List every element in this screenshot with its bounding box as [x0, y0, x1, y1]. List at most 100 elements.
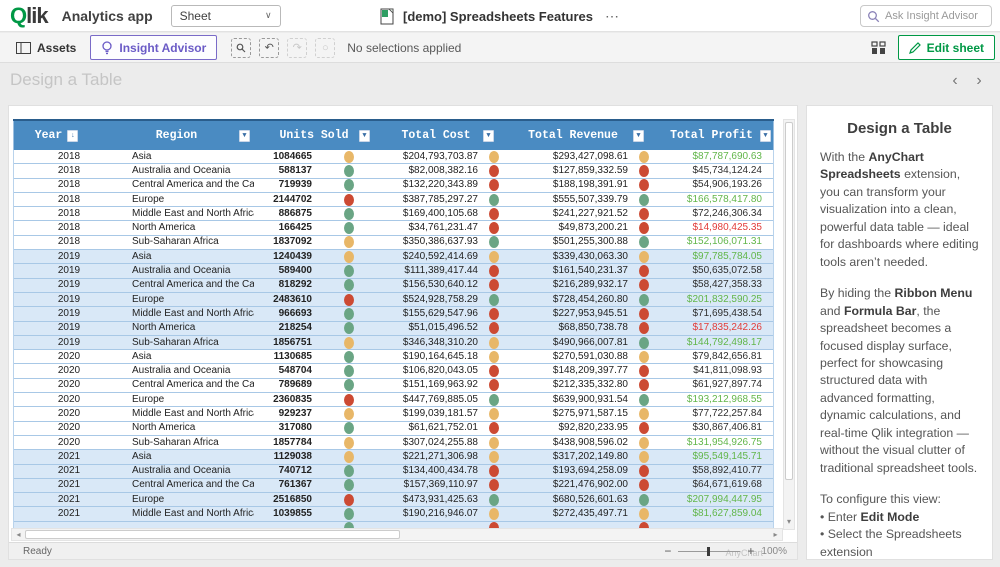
scroll-left-icon[interactable]: ◂: [16, 530, 21, 539]
kpi-dot: [635, 379, 653, 392]
cell-year: 2018: [57, 150, 81, 162]
cell-total-profit: $61,927,897.74: [692, 379, 762, 391]
column-header-total-revenue[interactable]: Total Revenue ▼: [498, 121, 648, 150]
search-input[interactable]: [885, 10, 985, 22]
table-row[interactable]: 2019 Central America and the Caribbean 818…: [14, 278, 773, 293]
cell-units-sold: 818292: [278, 279, 312, 291]
table-row[interactable]: 2018 Middle East and North Africa 886875 $1…: [14, 207, 773, 222]
cell-units-sold: 2144702: [273, 193, 312, 205]
cell-total-revenue: $221,476,902.00: [552, 479, 628, 491]
cell-total-cost: $82,008,382.16: [408, 164, 478, 176]
table-row[interactable]: 2021 Central America and the Caribbean 761…: [14, 478, 773, 494]
cell-year: 2021: [57, 465, 81, 477]
qlik-logo[interactable]: Qlik: [10, 3, 49, 29]
sheet-selector-dropdown[interactable]: Sheet ∨: [170, 4, 281, 27]
column-header-total-profit[interactable]: Total Profit ▼: [648, 121, 774, 150]
cell-units-sold: 589400: [278, 265, 312, 277]
kpi-dot: [319, 493, 379, 506]
cell-total-cost: $204,793,703.87: [402, 150, 478, 162]
table-row[interactable]: 2019 Asia 1240439 $240,592,414.69 $339,430,0…: [14, 250, 773, 265]
column-header-units-sold[interactable]: Units Sold ▼: [254, 121, 374, 150]
sheet-navigator-icon[interactable]: [871, 40, 886, 55]
cell-year: 2018: [57, 193, 81, 205]
zoom-slider-thumb[interactable]: [706, 546, 710, 556]
cell-total-profit: $54,906,193.26: [692, 179, 762, 191]
scroll-down-icon[interactable]: ▾: [786, 516, 791, 526]
document-title: [demo] Spreadsheets Features: [402, 8, 594, 24]
cell-total-profit: $77,722,257.84: [692, 407, 762, 419]
smart-search-icon[interactable]: [231, 37, 252, 58]
table-row[interactable]: 2019 Europe 2483610 $524,928,758.29 $728,454…: [14, 292, 773, 308]
table-row[interactable]: 2020 Asia 1130685 $190,164,645.18 $270,591,0…: [14, 350, 773, 365]
cell-year: 2018: [57, 236, 81, 248]
cell-total-cost: $61,621,752.01: [408, 422, 478, 434]
table-row[interactable]: 2018 North America 166425 $34,761,231.47 $49…: [14, 221, 773, 236]
zoom-in-icon[interactable]: +: [747, 544, 755, 558]
more-options-icon[interactable]: ⋯: [605, 7, 621, 24]
table-row[interactable]: 2020 Australia and Oceania 548704 $106,820,…: [14, 364, 773, 379]
horizontal-scrollbar-thumb[interactable]: [25, 530, 400, 539]
column-header-total-cost[interactable]: Total Cost ▼: [374, 121, 498, 150]
filter-dropdown-icon[interactable]: ▼: [760, 129, 771, 142]
table-row[interactable]: 2019 Sub-Saharan Africa 1856751 $346,348,31…: [14, 335, 773, 351]
cell-units-sold: 740712: [278, 465, 312, 477]
cell-total-revenue: $127,859,332.59: [552, 164, 628, 176]
horizontal-scrollbar[interactable]: ◂ ▸: [11, 528, 783, 541]
table-row[interactable]: 2018 Asia 1084665 $204,793,703.87 $293,427,0…: [14, 150, 773, 165]
table-row[interactable]: 2020 Central America and the Caribbean 789…: [14, 378, 773, 394]
cell-region: Middle East and North Africa: [132, 307, 254, 319]
kpi-dot: [635, 179, 653, 192]
cell-total-revenue: $188,198,391.91: [552, 179, 628, 191]
table-row[interactable]: 2018 Sub-Saharan Africa 1837092 $350,386,63…: [14, 235, 773, 251]
column-label-units-sold: Units Sold: [279, 129, 349, 142]
table-row[interactable]: 2019 Middle East and North Africa 966693 $1…: [14, 307, 773, 322]
table-row[interactable]: 2021 Middle East and North Africa 1039855 $…: [14, 507, 773, 522]
table-row[interactable]: 2021 Asia 1129038 $221,271,306.98 $317,202,1…: [14, 450, 773, 465]
next-sheet-button[interactable]: ›: [976, 72, 982, 89]
table-row[interactable]: 2020 North America 317080 $61,621,752.01 $92…: [14, 421, 773, 436]
cell-units-sold: 789689: [278, 379, 312, 391]
table-row[interactable]: 2018 Australia and Oceania 588137 $82,008,3…: [14, 164, 773, 179]
kpi-dot: [485, 222, 503, 235]
table-row[interactable]: 2020 Middle East and North Africa 929237 $1…: [14, 407, 773, 422]
kpi-dot: [635, 265, 653, 278]
vertical-scrollbar-thumb[interactable]: [785, 122, 793, 480]
table-row[interactable]: 2020 Sub-Saharan Africa 1857784 $307,024,25…: [14, 435, 773, 451]
kpi-dot: [485, 436, 503, 449]
insight-advisor-button[interactable]: Insight Advisor: [90, 35, 218, 60]
cell-region: Central America and the Caribbean: [132, 279, 254, 291]
insight-advisor-search[interactable]: [860, 5, 992, 27]
step-back-icon[interactable]: ↶: [259, 37, 280, 58]
table-row[interactable]: 2020 Europe 2360835 $447,769,885.05 $639,900…: [14, 393, 773, 408]
table-row[interactable]: 2018 Central America and the Caribbean 719…: [14, 178, 773, 193]
zoom-slider[interactable]: [678, 546, 741, 556]
filter-dropdown-icon[interactable]: ▼: [633, 129, 644, 142]
cell-total-revenue: $293,427,098.61: [552, 150, 628, 162]
filter-dropdown-icon[interactable]: ▼: [239, 129, 250, 142]
kpi-dot: [319, 279, 379, 292]
zoom-out-icon[interactable]: −: [664, 544, 672, 558]
kpi-dot: [485, 279, 503, 292]
column-header-region[interactable]: Region ▼: [99, 121, 254, 150]
cell-total-revenue: $490,966,007.81: [552, 336, 628, 348]
table-row-partial[interactable]: [14, 521, 773, 530]
sort-ascending-icon[interactable]: ↓: [67, 129, 79, 142]
assets-button[interactable]: Assets: [8, 37, 84, 59]
scroll-right-icon[interactable]: ▸: [773, 530, 778, 539]
cell-total-cost: $190,216,946.07: [402, 508, 478, 520]
edit-sheet-button[interactable]: Edit sheet: [897, 35, 995, 60]
table-row[interactable]: 2021 Europe 2516850 $473,931,425.63 $680,526…: [14, 493, 773, 508]
column-header-year[interactable]: Year ↓: [14, 121, 99, 150]
filter-dropdown-icon[interactable]: ▼: [359, 129, 370, 142]
cell-region: Europe: [132, 393, 165, 405]
table-row[interactable]: 2021 Australia and Oceania 740712 $134,400,…: [14, 464, 773, 479]
vertical-scrollbar[interactable]: ▾: [783, 119, 795, 530]
cell-total-profit: $97,785,784.05: [692, 250, 762, 262]
table-row[interactable]: 2019 North America 218254 $51,015,496.52 $68…: [14, 321, 773, 336]
table-row[interactable]: 2019 Australia and Oceania 589400 $111,389,…: [14, 264, 773, 279]
previous-sheet-button[interactable]: ‹: [952, 72, 958, 89]
filter-dropdown-icon[interactable]: ▼: [483, 129, 494, 142]
cell-total-revenue: $339,430,063.30: [552, 250, 628, 262]
table-row[interactable]: 2018 Europe 2144702 $387,785,297.27 $555,507…: [14, 192, 773, 208]
cell-region: Asia: [132, 250, 152, 262]
